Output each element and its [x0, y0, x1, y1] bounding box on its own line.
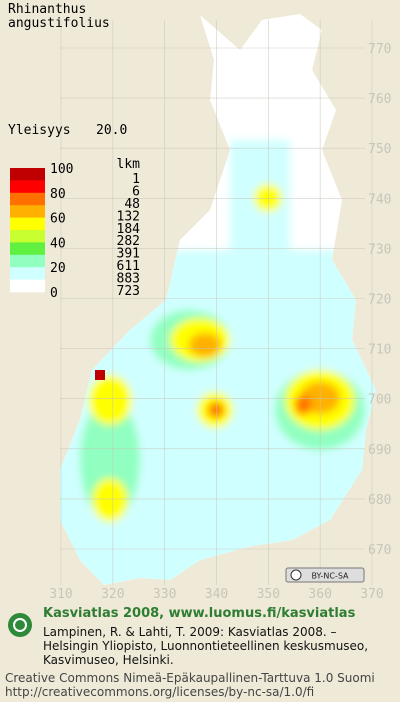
northing-label: 730 [368, 242, 391, 257]
northing-label: 770 [368, 42, 391, 57]
legend-swatch [10, 217, 45, 231]
scale-label: 40 [50, 236, 66, 251]
legend-swatch [10, 254, 45, 268]
frequency-value: 20.0 [96, 123, 127, 138]
citation: Lampinen, R. & Lahti, T. 2009: Kasviatla… [43, 625, 337, 639]
legend-swatch [10, 230, 45, 243]
legend-swatch [10, 180, 45, 194]
class-count: 1 [132, 172, 140, 187]
class-count: 184 [117, 222, 141, 237]
northing-label: 680 [368, 493, 391, 508]
easting-label: 340 [205, 587, 228, 602]
license-url: http://creativecommons.org/licenses/by-n… [5, 685, 314, 699]
citation: Helsingin Yliopisto, Luonnontieteellinen… [43, 639, 368, 653]
cc-badge: BY-NC-SA [285, 567, 365, 583]
northing-label: 700 [368, 393, 391, 408]
scale-label: 100 [50, 162, 73, 177]
scale-label: 0 [50, 286, 58, 301]
northing-label: 710 [368, 343, 391, 358]
license: Creative Commons Nimeä-Epäkaupallinen-Ta… [5, 671, 375, 685]
northing-label: 750 [368, 142, 391, 157]
badge-text: BY-NC-SA [311, 572, 349, 581]
legend-swatch [10, 192, 45, 206]
class-count: 611 [117, 259, 140, 274]
legend-swatch [10, 168, 45, 181]
legend-swatch [10, 205, 45, 218]
easting-label: 330 [153, 587, 176, 602]
northing-label: 720 [368, 293, 391, 308]
class-count: 282 [117, 234, 140, 249]
class-count: 48 [124, 197, 140, 212]
easting-label: 370 [360, 587, 383, 602]
scale-label: 80 [50, 187, 66, 202]
scale-label: 60 [50, 212, 66, 227]
easting-label: 310 [49, 587, 72, 602]
class-count: 723 [117, 284, 140, 299]
easting-label: 360 [308, 587, 331, 602]
species-title: Rhinanthus [8, 2, 86, 17]
species-title: angustifolius [8, 16, 110, 31]
northing-label: 670 [368, 543, 391, 558]
logo [8, 613, 32, 637]
northing-label: 690 [368, 443, 391, 458]
easting-label: 350 [257, 587, 280, 602]
class-count: 883 [117, 271, 140, 286]
legend-swatch [10, 242, 45, 256]
scale-label: 20 [50, 261, 66, 276]
legend-swatch [10, 279, 45, 293]
count-header: lkm [117, 157, 141, 172]
class-count: 6 [132, 185, 140, 200]
easting-label: 320 [101, 587, 124, 602]
northing-label: 740 [368, 192, 391, 207]
class-count: 391 [117, 247, 140, 262]
northing-label: 760 [368, 92, 391, 107]
citation: Kasvimuseo, Helsinki. [43, 653, 174, 667]
class-count: 132 [117, 209, 140, 224]
footer-heading: Kasviatlas 2008, www.luomus.fi/kasviatla… [43, 606, 356, 621]
legend-swatch [10, 267, 45, 280]
frequency-label: Yleisyys [8, 123, 71, 138]
